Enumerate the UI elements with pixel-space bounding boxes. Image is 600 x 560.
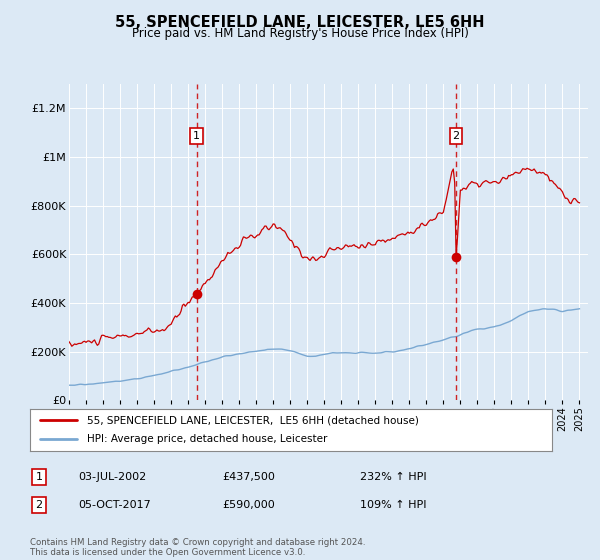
- Text: Price paid vs. HM Land Registry's House Price Index (HPI): Price paid vs. HM Land Registry's House …: [131, 27, 469, 40]
- Text: 2: 2: [452, 131, 460, 141]
- Text: 109% ↑ HPI: 109% ↑ HPI: [360, 500, 427, 510]
- Text: £437,500: £437,500: [222, 472, 275, 482]
- Text: 1: 1: [193, 131, 200, 141]
- Text: 55, SPENCEFIELD LANE, LEICESTER, LE5 6HH: 55, SPENCEFIELD LANE, LEICESTER, LE5 6HH: [115, 15, 485, 30]
- Text: 55, SPENCEFIELD LANE, LEICESTER,  LE5 6HH (detached house): 55, SPENCEFIELD LANE, LEICESTER, LE5 6HH…: [88, 415, 419, 425]
- Text: 232% ↑ HPI: 232% ↑ HPI: [360, 472, 427, 482]
- Text: Contains HM Land Registry data © Crown copyright and database right 2024.
This d: Contains HM Land Registry data © Crown c…: [30, 538, 365, 557]
- Text: 1: 1: [35, 472, 43, 482]
- Text: £590,000: £590,000: [222, 500, 275, 510]
- Text: 05-OCT-2017: 05-OCT-2017: [78, 500, 151, 510]
- Text: 03-JUL-2002: 03-JUL-2002: [78, 472, 146, 482]
- Text: HPI: Average price, detached house, Leicester: HPI: Average price, detached house, Leic…: [88, 435, 328, 445]
- Text: 2: 2: [35, 500, 43, 510]
